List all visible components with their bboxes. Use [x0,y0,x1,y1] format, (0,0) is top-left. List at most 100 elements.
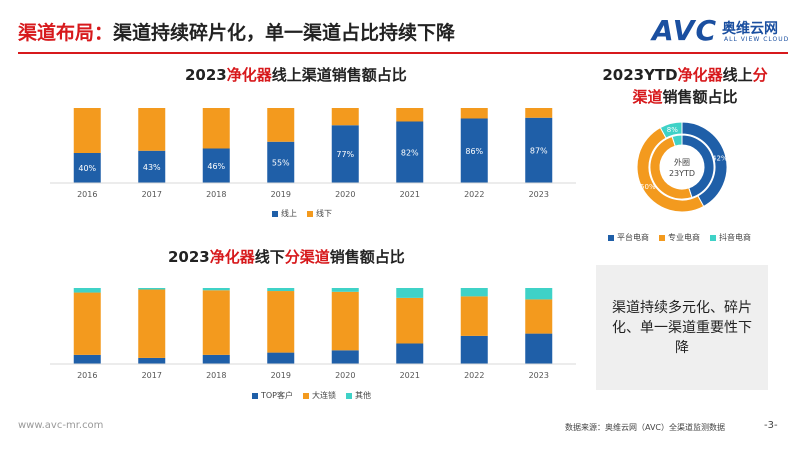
offline-title-rest: 销售额占比 [329,248,405,266]
offline-bar-0-2020 [331,350,359,364]
pie-title-rest: 销售额占比 [662,88,738,106]
online-bar-1-2017 [138,108,166,151]
legend-label-chain: 大连锁 [312,391,337,400]
online-bar-0-2023 [525,117,553,183]
donut-center-label-1: 外圈 [674,157,690,167]
legend-swatch-douyin [710,234,716,241]
offline-tick-label-2018: 2018 [206,371,226,380]
legend-item-offline: 线下 [307,208,332,219]
offline-bar-2-2017 [138,288,166,290]
conclusion-text: 渠道持续多元化、碎片化、单一渠道重要性下降 [612,299,752,356]
legend-swatch-platform [608,234,614,241]
online-data-label-2023: 87% [530,146,548,155]
pie-title-fen: 分 [752,66,768,84]
offline-bar-0-2021 [396,343,424,364]
online-tick-label-2023: 2023 [529,190,549,199]
offline-tick-label-2022: 2022 [464,371,484,380]
donut-data-label-平台电商: 42% [712,154,728,162]
offline-bar-1-2018 [202,290,230,355]
offline-bar-1-2023 [525,299,553,334]
offline-tick-label-2020: 2020 [335,371,355,380]
online-tick-label-2017: 2017 [142,190,162,199]
online-data-label-2020: 77% [336,150,354,159]
offline-title-product: 净化器 [209,248,255,266]
offline-bar-2-2023 [525,288,553,300]
offline-tick-label-2023: 2023 [529,371,549,380]
legend-item-chain: 大连锁 [303,390,336,401]
online-data-label-2021: 82% [401,148,419,157]
offline-bar-1-2016 [73,292,101,355]
offline-bar-1-2019 [267,291,295,353]
legend-swatch-online [272,210,278,217]
offline-bar-0-2018 [202,354,230,364]
online-bar-1-2022 [460,108,488,119]
legend-label-online: 线上 [281,209,297,218]
legend-item-online: 线上 [272,208,297,219]
online-title-product: 净化器 [226,66,272,84]
offline-tick-label-2021: 2021 [400,371,420,380]
online-bar-0-2017 [138,150,166,183]
legend-label-top: TOP客户 [261,391,294,400]
legend-swatch-offline [307,210,313,217]
pie-title-line2: 渠道销售额占比 [596,86,774,108]
pie-title-online: 线上 [722,66,753,84]
offline-bar-1-2021 [396,297,424,344]
online-data-label-2022: 86% [465,147,483,156]
legend-item-douyin: 抖音电商 [710,232,751,243]
offline-bar-0-2023 [525,333,553,364]
offline-tick-label-2019: 2019 [271,371,291,380]
offline-title-channel: 分渠道 [284,248,330,266]
offline-tick-label-2016: 2016 [77,371,97,380]
logo-en-text: ALL VIEW CLOUD [724,36,790,43]
online-bar-0-2021 [396,121,424,183]
donut-data-label-专业电商: 50% [640,183,656,191]
online-bar-1-2021 [396,108,424,122]
pie-title-ytd: 2023YTD [602,66,678,84]
legend-swatch-top [252,392,258,399]
legend-swatch-pro [659,234,665,241]
online-tick-label-2016: 2016 [77,190,97,199]
online-bar-1-2018 [202,108,230,149]
legend-label-douyin: 抖音电商 [719,233,751,242]
donut-center-label-2: 23YTD [669,169,695,178]
pie-title-channel: 渠道 [632,88,663,106]
avc-logo: AVC 奥维云网 ALL VIEW CLOUD [652,14,792,48]
online-bar-0-2019 [267,141,295,183]
offline-bar-0-2017 [138,357,166,364]
pie-legend: 平台电商 专业电商 抖音电商 [608,232,751,243]
online-data-label-2017: 43% [143,163,161,172]
offline-bar-1-2020 [331,291,359,351]
offline-bar-0-2016 [73,354,101,364]
legend-label-other: 其他 [355,391,372,400]
online-bar-1-2016 [73,108,101,153]
footer-url: www.avc-mr.com [18,420,104,431]
online-bar-1-2020 [331,108,359,126]
legend-swatch-chain [303,392,310,399]
online-chart-title: 2023净化器线上渠道销售额占比 [185,64,407,85]
offline-bar-1-2022 [460,296,488,336]
legend-item-top: TOP客户 [252,390,293,401]
online-bar-0-2020 [331,125,359,183]
online-bar-0-2022 [460,118,488,183]
pie-title-product: 净化器 [677,66,723,84]
page-title-prefix: 渠道布局： [18,22,114,44]
conclusion-box: 渠道持续多元化、碎片化、单一渠道重要性下降 [596,265,768,390]
pie-chart-title: 2023YTD净化器线上分 渠道销售额占比 [596,64,774,108]
legend-item-pro: 专业电商 [659,232,700,243]
offline-bar-1-2017 [138,289,166,358]
offline-bar-2-2020 [331,288,359,292]
legend-swatch-other [346,392,353,399]
page-title: 渠道布局：渠道持续碎片化，单一渠道占比持续下降 [18,18,455,45]
legend-label-offline: 线下 [316,209,332,218]
online-tick-label-2018: 2018 [206,190,226,199]
online-bar-0-2018 [202,148,230,183]
donut-ring0-slice-抖音电商 [659,121,683,139]
offline-title-year: 2023 [168,248,210,266]
pie-title-line1: 2023YTD净化器线上分 [596,64,774,86]
online-title-year: 2023 [185,66,227,84]
online-data-label-2019: 55% [272,158,290,167]
online-data-label-2018: 46% [207,162,225,171]
offline-bar-0-2019 [267,352,295,364]
title-divider [18,52,788,54]
offline-bar-2-2022 [460,288,488,297]
